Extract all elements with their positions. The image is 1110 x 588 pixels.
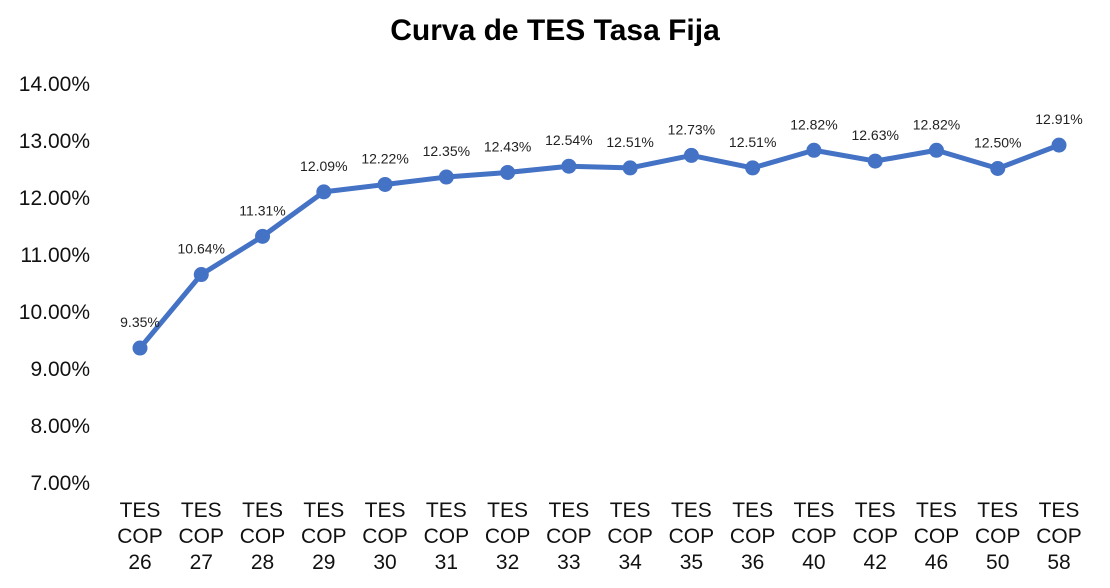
y-tick-label: 10.00% [19, 301, 90, 324]
x-tick-label: TES [855, 499, 896, 522]
x-tick-label: COP [424, 525, 470, 548]
data-label: 10.64% [178, 241, 225, 257]
x-tick-label: TES [426, 499, 467, 522]
data-label: 12.91% [1035, 111, 1082, 127]
x-tick-label: COP [791, 525, 837, 548]
x-tick-label: 50 [986, 551, 1009, 574]
y-tick-label: 12.00% [19, 187, 90, 210]
x-tick-label: 46 [925, 551, 948, 574]
data-label: 12.54% [545, 132, 592, 148]
data-point [990, 161, 1006, 176]
x-tick-label: COP [607, 525, 653, 548]
x-tick-label: TES [794, 499, 835, 522]
data-point [500, 164, 516, 180]
x-tick-label: TES [487, 499, 528, 522]
data-label: 12.82% [790, 116, 837, 132]
x-axis: TES COP 26 TES COP 27 TES COP 28 TES COP 29 TES COP 30… [117, 499, 1082, 574]
series-path [138, 142, 1060, 350]
x-tick-label: COP [301, 525, 347, 548]
x-tick-label: COP [117, 525, 163, 548]
data-label: 12.82% [913, 116, 960, 132]
y-tick-label: 11.00% [20, 244, 90, 267]
data-point [316, 184, 332, 200]
x-tick-label: TES [303, 499, 344, 522]
x-tick-label: 31 [435, 551, 458, 574]
y-tick-label: 14.00% [19, 73, 90, 96]
x-tick-label: COP [546, 525, 592, 548]
data-label: 12.50% [974, 135, 1021, 151]
data-point [438, 169, 454, 185]
x-tick-label: TES [732, 499, 773, 522]
data-point [745, 160, 761, 176]
data-label: 12.63% [851, 127, 898, 143]
data-label: 12.09% [300, 158, 347, 174]
data-point [255, 228, 271, 244]
x-tick-label: 33 [557, 551, 580, 574]
y-tick-label: 9.00% [30, 358, 90, 381]
data-point [561, 158, 577, 174]
y-tick-label: 8.00% [30, 415, 90, 438]
data-label: 11.31% [239, 202, 285, 218]
x-tick-label: COP [730, 525, 776, 548]
x-tick-label: 36 [741, 551, 764, 574]
data-label: 12.73% [668, 121, 715, 137]
x-tick-label: 26 [128, 551, 151, 574]
x-tick-label: 28 [251, 551, 274, 574]
x-tick-label: TES [365, 499, 406, 522]
data-label: 12.35% [423, 143, 470, 159]
data-label: 9.35% [120, 314, 160, 330]
x-tick-label: COP [179, 525, 225, 548]
x-tick-label: 40 [802, 551, 825, 574]
x-tick-label: COP [852, 525, 898, 548]
x-tick-label: TES [916, 499, 957, 522]
x-tick-label: COP [914, 525, 960, 548]
data-label: 12.51% [606, 134, 653, 150]
data-point [867, 153, 883, 169]
data-label: 12.43% [484, 138, 531, 154]
data-point [622, 160, 638, 176]
data-point [132, 340, 148, 356]
x-tick-label: TES [548, 499, 589, 522]
x-tick-label: 32 [496, 551, 519, 574]
x-tick-label: 35 [680, 551, 703, 574]
y-axis: 7.00% 8.00% 9.00% 10.00% 11.00% 12.00% 13.00% 1… [19, 73, 90, 495]
data-point [683, 147, 699, 163]
x-tick-label: TES [610, 499, 651, 522]
data-label: 12.51% [729, 134, 776, 150]
x-tick-label: 58 [1047, 551, 1070, 574]
x-tick-label: 27 [190, 551, 213, 574]
x-tick-label: COP [362, 525, 408, 548]
series-line [132, 137, 1067, 356]
x-tick-label: TES [1039, 499, 1080, 522]
data-point [1051, 137, 1067, 153]
data-labels: 9.35% 10.64% 11.31% 12.09% 12.22% 12.35% 12.43… [120, 111, 1083, 330]
x-tick-label: 42 [864, 551, 887, 574]
data-label: 12.22% [361, 150, 408, 166]
y-tick-label: 13.00% [19, 130, 90, 153]
x-tick-label: COP [485, 525, 531, 548]
y-tick-label: 7.00% [30, 472, 90, 495]
x-tick-label: 30 [373, 551, 396, 574]
x-tick-label: TES [242, 499, 283, 522]
x-tick-label: COP [1036, 525, 1082, 548]
x-tick-label: TES [120, 499, 161, 522]
data-point [806, 142, 822, 158]
x-tick-label: TES [181, 499, 222, 522]
x-tick-label: TES [671, 499, 712, 522]
data-point [377, 176, 393, 192]
x-tick-label: 29 [312, 551, 335, 574]
x-tick-label: COP [975, 525, 1021, 548]
x-tick-label: 34 [618, 551, 642, 574]
data-point [928, 142, 944, 158]
chart-title: Curva de TES Tasa Fija [390, 14, 720, 47]
x-tick-label: COP [669, 525, 715, 548]
x-tick-label: COP [240, 525, 286, 548]
x-tick-label: TES [977, 499, 1018, 522]
data-point [193, 267, 209, 283]
